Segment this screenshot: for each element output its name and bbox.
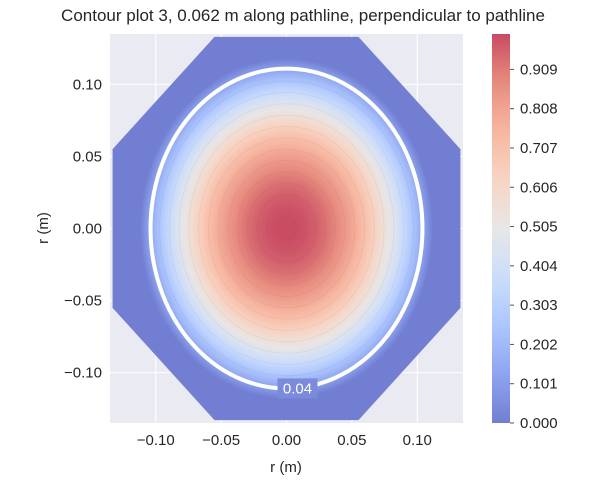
x-axis-ticks: −0.10 −0.05 0.00 0.05 0.10	[137, 432, 432, 449]
value-gradient	[140, 58, 433, 399]
y-tick-label: 0.05	[73, 148, 102, 165]
colorbar-tick-label: 0.505	[520, 219, 558, 236]
colorbar-tick-label: 0.000	[520, 415, 558, 432]
contour-line	[217, 148, 356, 309]
colorbar-tick-label: 0.909	[520, 61, 558, 78]
contour-line	[237, 171, 336, 286]
contour-line	[159, 80, 414, 377]
contour-line	[208, 137, 365, 320]
colorbar-gradient	[492, 34, 510, 423]
x-tick-label: 0.05	[337, 432, 366, 449]
contour-label: 0.04	[283, 380, 312, 397]
y-axis-label: r (m)	[35, 212, 52, 244]
chart-title: Contour plot 3, 0.062 m along pathline, …	[61, 6, 545, 25]
contour-label-background	[277, 378, 318, 399]
contour-line	[169, 92, 404, 365]
contour-line	[227, 160, 346, 297]
x-tick-label: −0.05	[202, 432, 240, 449]
y-tick-label: −0.05	[64, 293, 102, 310]
y-axis-ticks: 0.10 0.05 0.00 −0.05 −0.10	[64, 76, 102, 381]
contour-lines	[149, 69, 424, 388]
y-tick-label: 0.10	[73, 76, 102, 93]
x-tick-label: −0.10	[137, 432, 175, 449]
colorbar-tick-label: 0.707	[520, 140, 558, 157]
contour-line	[247, 182, 326, 275]
x-tick-label: 0.10	[403, 432, 432, 449]
contour-line	[276, 216, 297, 241]
x-axis-label: r (m)	[270, 459, 302, 476]
contour-field	[112, 36, 461, 421]
colorbar-tick-label: 0.606	[520, 179, 558, 196]
colorbar-tick-label: 0.404	[520, 258, 558, 275]
y-tick-label: 0.00	[73, 221, 102, 238]
contour-line	[256, 194, 317, 263]
colorbar-tick-label: 0.202	[520, 336, 558, 353]
colorbar: 0.000 0.101 0.202 0.303 0.404 0.505 0.606 0.707…	[492, 34, 558, 432]
colorbar-tick-label: 0.303	[520, 297, 558, 314]
y-tick-label: −0.10	[64, 365, 102, 382]
contour-line	[198, 126, 375, 331]
colorbar-tick-label: 0.808	[520, 101, 558, 118]
contour-line	[266, 205, 307, 252]
contour-line	[178, 103, 395, 354]
colorbar-tick-label: 0.101	[520, 376, 558, 393]
x-tick-label: 0.00	[272, 432, 301, 449]
colorbar-ticks: 0.000 0.101 0.202 0.303 0.404 0.505 0.606 0.707…	[510, 61, 558, 432]
contour-line	[188, 114, 385, 343]
